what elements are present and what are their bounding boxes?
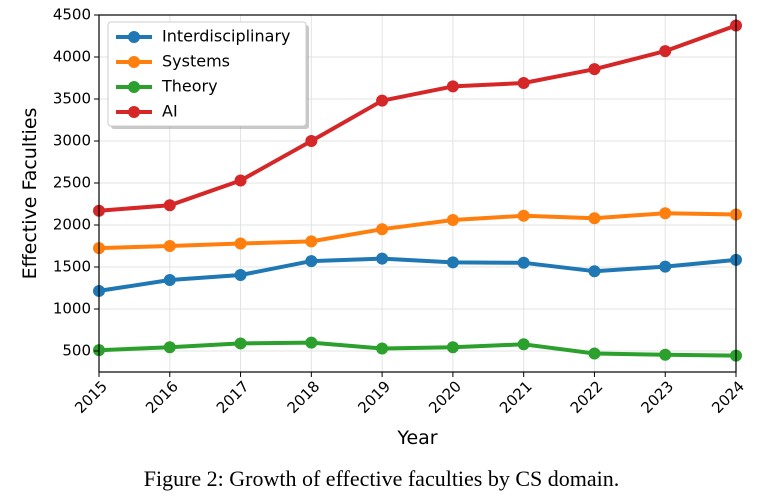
data-point	[234, 337, 247, 350]
y-tick-label: 3000	[53, 132, 91, 150]
data-point	[446, 213, 459, 226]
legend-item: Interdisciplinary	[116, 27, 291, 46]
y-tick-label: 2000	[53, 216, 91, 234]
data-point	[163, 199, 176, 212]
data-point	[517, 209, 530, 222]
y-tick-label: 1000	[53, 300, 91, 318]
y-tick-label: 4000	[53, 48, 91, 66]
x-tick-label: 2018	[284, 377, 324, 417]
data-point	[517, 256, 530, 269]
data-point	[446, 256, 459, 269]
data-point	[305, 255, 318, 268]
data-point	[305, 235, 318, 248]
data-point	[659, 260, 672, 273]
y-tick-label: 2500	[53, 174, 91, 192]
data-point	[376, 94, 389, 107]
data-point	[517, 338, 530, 351]
y-axis: 500 1000 1500 2000 2500 3000 3500 4000 4500	[53, 6, 99, 360]
data-point	[234, 174, 247, 187]
series-interdisciplinary	[93, 252, 742, 297]
data-point	[305, 336, 318, 349]
x-axis-title: Year	[396, 427, 437, 449]
x-tick-label: 2016	[142, 377, 182, 417]
series-line	[98, 340, 737, 358]
x-tick-label: 2020	[425, 377, 465, 417]
legend-box	[107, 21, 307, 127]
data-point	[446, 341, 459, 354]
data-point	[446, 80, 459, 93]
x-tick-label: 2021	[496, 377, 536, 417]
series-line	[98, 23, 737, 213]
x-tick-label: 2015	[71, 377, 111, 417]
data-point	[659, 45, 672, 58]
data-point	[659, 207, 672, 220]
y-tick-label: 3500	[53, 90, 91, 108]
legend-marker	[128, 56, 140, 68]
data-point	[588, 63, 601, 76]
legend-item: AI	[116, 102, 178, 121]
legend: Interdisciplinary Systems Theory AI	[107, 21, 309, 129]
x-tick-label: 2022	[567, 377, 607, 417]
legend-label: Interdisciplinary	[162, 27, 291, 46]
x-tick-label: 2017	[213, 377, 253, 417]
data-point	[376, 342, 389, 355]
x-tick-label: 2023	[638, 377, 678, 417]
legend-item: Theory	[116, 77, 218, 96]
legend-marker	[128, 81, 140, 93]
data-point	[305, 135, 318, 147]
legend-label: Theory	[161, 77, 218, 96]
data-point	[163, 341, 176, 354]
data-point	[234, 237, 247, 250]
data-point	[517, 77, 530, 90]
legend-item: Systems	[116, 52, 230, 71]
legend-label: AI	[162, 102, 178, 121]
x-tick-label: 2019	[354, 377, 394, 417]
series-line	[98, 256, 737, 293]
legend-marker	[128, 31, 140, 43]
series-ai	[93, 19, 742, 217]
line-chart: 2015 2016 2017 2018 2019 2020 2021 2022 2023 2024…	[19, 6, 748, 450]
x-tick-label: 2024	[708, 377, 748, 417]
x-axis: 2015 2016 2017 2018 2019 2020 2021 2022 2023 2024	[71, 372, 748, 417]
data-point	[659, 348, 672, 361]
series-systems	[93, 207, 742, 255]
y-axis-title: Effective Faculties	[19, 108, 41, 280]
data-point	[376, 252, 389, 265]
data-point	[163, 274, 176, 287]
y-tick-label: 4500	[53, 6, 91, 24]
legend-label: Systems	[162, 52, 230, 71]
series-line	[98, 211, 737, 251]
plot-frame	[98, 14, 737, 373]
data-point	[588, 265, 601, 278]
data-point	[234, 268, 247, 281]
data-point	[588, 347, 601, 360]
y-tick-label: 1500	[53, 258, 91, 276]
data-point	[163, 240, 176, 252]
data-point	[376, 223, 389, 236]
y-tick-label: 500	[62, 342, 91, 360]
series-theory	[93, 336, 742, 362]
data-point	[588, 212, 601, 225]
figure-caption: Figure 2: Growth of effective faculties …	[143, 466, 620, 491]
legend-marker	[128, 106, 140, 118]
